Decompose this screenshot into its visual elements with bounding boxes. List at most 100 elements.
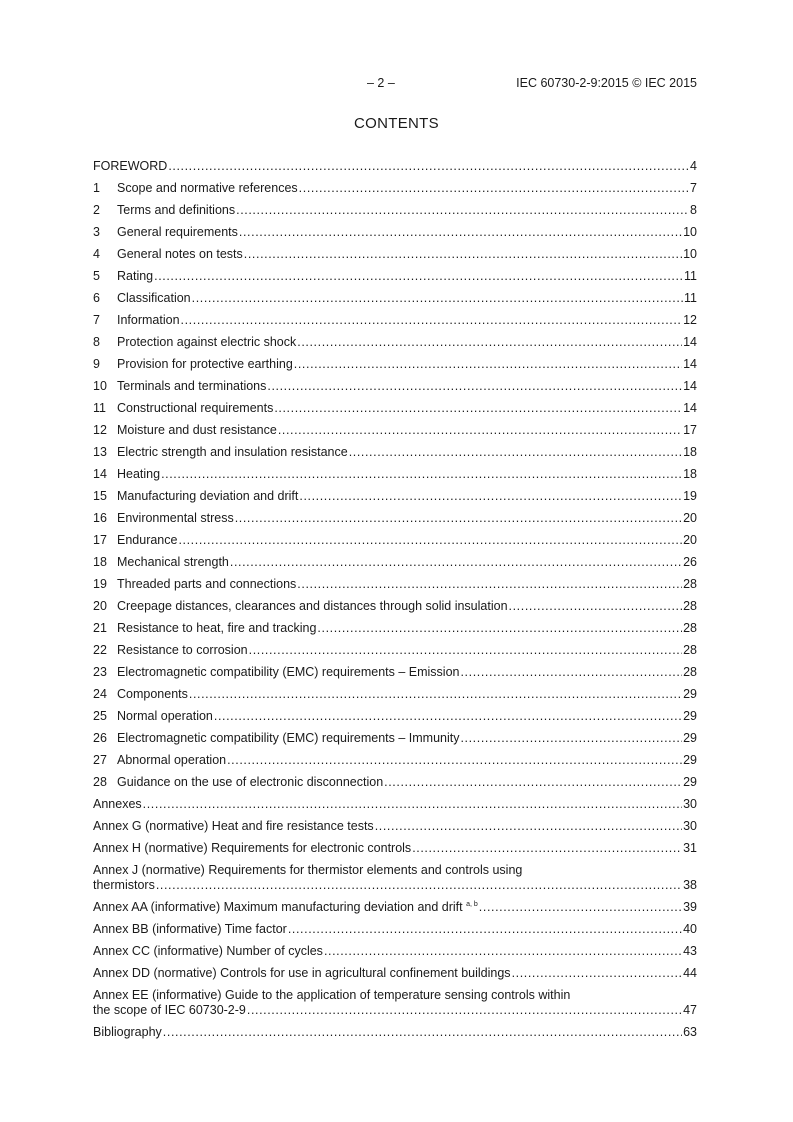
- toc-entry-title: Resistance to corrosion: [117, 643, 248, 657]
- toc-entry-title: Components: [117, 687, 188, 701]
- toc-entry[interactable]: 8 Protection against electric shock 14: [93, 331, 697, 353]
- toc-entry-title: Electromagnetic compatibility (EMC) requ…: [117, 665, 460, 679]
- toc-entry[interactable]: 13 Electric strength and insulation resis…: [93, 441, 697, 463]
- toc-entry[interactable]: 4 General notes on tests 10: [93, 243, 697, 265]
- dot-leader: [227, 753, 682, 767]
- toc-entry[interactable]: 7 Information 12: [93, 309, 697, 331]
- toc-annex-entry[interactable]: Annex CC (informative) Number of cycles 4…: [93, 940, 697, 962]
- dot-leader: [154, 269, 683, 283]
- toc-entry-line: Annex EE (informative) Guide to the appl…: [93, 988, 697, 1003]
- toc-entry-title: Annex AA (informative) Maximum manufactu…: [93, 900, 478, 914]
- toc-entry-page: 31: [683, 841, 697, 855]
- toc-entry-number: 27: [93, 753, 107, 767]
- toc-entry[interactable]: 11 Constructional requirements 14: [93, 397, 697, 419]
- toc-annex-entry[interactable]: Annex EE (informative) Guide to the appl…: [93, 984, 697, 1021]
- toc-entry-title: Threaded parts and connections: [117, 577, 297, 591]
- toc-entry-title: Manufacturing deviation and drift: [117, 489, 299, 503]
- toc-entry-number: 17: [93, 533, 107, 547]
- page-number: – 2 –: [367, 76, 395, 90]
- toc-entry-line: thermistors 38: [93, 878, 697, 893]
- toc-annex-entry[interactable]: Annex H (normative) Requirements for ele…: [93, 837, 697, 859]
- toc-annex-entry[interactable]: Bibliography 63: [93, 1021, 697, 1043]
- toc-entry[interactable]: 18 Mechanical strength 26: [93, 551, 697, 573]
- toc-entry[interactable]: 28 Guidance on the use of electronic disc…: [93, 771, 697, 793]
- dot-leader: [317, 621, 682, 635]
- toc-entry-page: 17: [683, 423, 697, 437]
- toc-entry-page: 28: [683, 643, 697, 657]
- toc-entry-title-text: Annex AA (informative) Maximum manufactu…: [93, 900, 463, 914]
- dot-leader: [163, 1025, 682, 1039]
- toc-entry-page: 29: [683, 775, 697, 789]
- toc-entry-number: 2: [93, 203, 100, 217]
- toc-entry-page: 14: [683, 379, 697, 393]
- toc-entry-title: Annex J (normative) Requirements for the…: [93, 863, 523, 877]
- toc-entry-title: Terminals and terminations: [117, 379, 267, 393]
- toc-entry-title: Terms and definitions: [117, 203, 236, 217]
- toc-entry[interactable]: 17 Endurance 20: [93, 529, 697, 551]
- toc-entry-number: 10: [93, 379, 107, 393]
- toc-entry[interactable]: FOREWORD 4: [93, 155, 697, 177]
- toc-entry-title: Environmental stress: [117, 511, 234, 525]
- toc-entry[interactable]: 2 Terms and definitions 8: [93, 199, 697, 221]
- toc-entry[interactable]: 6 Classification 11: [93, 287, 697, 309]
- toc-entry[interactable]: 23 Electromagnetic compatibility (EMC) re…: [93, 661, 697, 683]
- toc-entry[interactable]: 5 Rating 11: [93, 265, 697, 287]
- toc-annex-entry[interactable]: Annex J (normative) Requirements for the…: [93, 859, 697, 896]
- dot-leader: [161, 467, 682, 481]
- toc-entry[interactable]: 12 Moisture and dust resistance 17: [93, 419, 697, 441]
- toc-entry-page: 26: [683, 555, 697, 569]
- toc-entry-page: 11: [684, 269, 697, 283]
- toc-entry-page: 30: [683, 797, 697, 811]
- toc-entry[interactable]: 22 Resistance to corrosion 28: [93, 639, 697, 661]
- toc-annex-entry[interactable]: Annex G (normative) Heat and fire resist…: [93, 815, 697, 837]
- toc-entry-number: 22: [93, 643, 107, 657]
- toc-entry-number: 19: [93, 577, 107, 591]
- toc-entry-number: 16: [93, 511, 107, 525]
- dot-leader: [412, 841, 682, 855]
- toc-entry-page: 20: [683, 533, 697, 547]
- dot-leader: [460, 665, 682, 679]
- toc-entry-line: the scope of IEC 60730-2-9 47: [93, 1003, 697, 1018]
- toc-entry-title: General requirements: [117, 225, 238, 239]
- toc-entry-number: 20: [93, 599, 107, 613]
- toc-entry[interactable]: 1 Scope and normative references 7: [93, 177, 697, 199]
- toc-entry-page: 38: [683, 878, 697, 892]
- toc-entry[interactable]: 3 General requirements 10: [93, 221, 697, 243]
- dot-leader: [375, 819, 682, 833]
- toc-entry[interactable]: 10 Terminals and terminations 14: [93, 375, 697, 397]
- dot-leader: [349, 445, 682, 459]
- toc-entry[interactable]: 19 Threaded parts and connections 28: [93, 573, 697, 595]
- toc-entry[interactable]: 24 Components 29: [93, 683, 697, 705]
- dot-leader: [239, 225, 682, 239]
- toc-annex-entry[interactable]: Annex BB (informative) Time factor 40: [93, 918, 697, 940]
- dot-leader: [230, 555, 682, 569]
- dot-leader: [479, 900, 682, 914]
- toc-entry-title-text: Annex G (normative) Heat and fire resist…: [93, 819, 374, 833]
- toc-annex-entry[interactable]: Annex AA (informative) Maximum manufactu…: [93, 896, 697, 918]
- toc-entry[interactable]: 15 Manufacturing deviation and drift 19: [93, 485, 697, 507]
- toc-annex-entry[interactable]: Annexes 30: [93, 793, 697, 815]
- dot-leader: [181, 313, 683, 327]
- toc-entry-title: Annex BB (informative) Time factor: [93, 922, 287, 936]
- toc-entry[interactable]: 14 Heating 18: [93, 463, 697, 485]
- toc-entry[interactable]: 25 Normal operation 29: [93, 705, 697, 727]
- dot-leader: [247, 1003, 682, 1017]
- toc-entry-line: Annex J (normative) Requirements for the…: [93, 863, 697, 878]
- toc-entry[interactable]: 9 Provision for protective earthing 14: [93, 353, 697, 375]
- toc-entry[interactable]: 20 Creepage distances, clearances and dis…: [93, 595, 697, 617]
- dot-leader: [267, 379, 682, 393]
- toc-entry-page: 14: [683, 357, 697, 371]
- toc-entry-title: General notes on tests: [117, 247, 243, 261]
- toc-annex-entry[interactable]: Annex DD (normative) Controls for use in…: [93, 962, 697, 984]
- toc-entry-page: 29: [683, 687, 697, 701]
- toc-entry-page: 28: [683, 621, 697, 635]
- toc-entry-title: Constructional requirements: [117, 401, 274, 415]
- toc-entry-number: 13: [93, 445, 107, 459]
- toc-entry-page: 20: [683, 511, 697, 525]
- dot-leader: [156, 878, 682, 892]
- dot-leader: [274, 401, 682, 415]
- toc-entry[interactable]: 16 Environmental stress 20: [93, 507, 697, 529]
- toc-entry[interactable]: 26 Electromagnetic compatibility (EMC) re…: [93, 727, 697, 749]
- toc-entry[interactable]: 21 Resistance to heat, fire and tracking 2…: [93, 617, 697, 639]
- toc-entry[interactable]: 27 Abnormal operation 29: [93, 749, 697, 771]
